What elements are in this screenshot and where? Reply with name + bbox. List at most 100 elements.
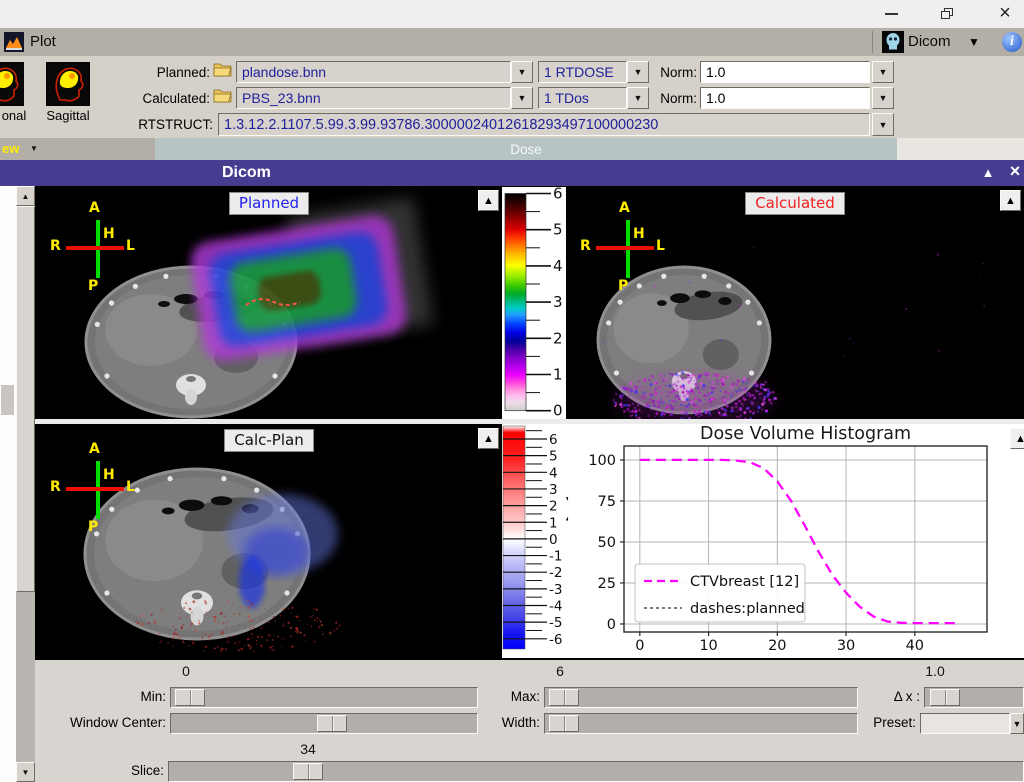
preset-dropdown[interactable]: ▼ [1010,713,1024,734]
restore-button[interactable] [932,0,962,27]
orientation-hline [596,246,654,250]
dose-tab-label: Dose [510,142,542,157]
min-label: Min: [96,689,166,704]
calculated-dose-combobox[interactable]: 1 TDos [538,87,627,109]
calculated-label: Calculated: [108,91,210,106]
planned-norm-dropdown[interactable]: ▼ [872,61,894,83]
min-value: 0 [166,663,206,679]
orientation-hline [66,246,124,250]
toolbar-separator [872,31,873,53]
svg-text:2: 2 [549,499,558,515]
max-slider-handle[interactable] [549,689,579,706]
window-center-slider-handle[interactable] [317,715,347,732]
svg-text:Dose Volume Histogram: Dose Volume Histogram [700,424,911,444]
svg-text:40: 40 [906,638,924,654]
svg-text:-6: -6 [549,632,562,648]
svg-text:0: 0 [549,532,558,548]
orientation-h: H [633,227,645,241]
vertical-scrollbar[interactable]: ▲ ▼ [16,186,35,782]
orientation-r: R [50,480,61,494]
calculated-file-dropdown[interactable]: ▼ [511,87,533,109]
preset-label: Preset: [852,715,916,730]
svg-text:50: 50 [598,535,616,551]
scrollbar-thumb[interactable] [16,206,35,592]
panel-close-icon[interactable]: × [1006,161,1024,182]
close-button[interactable]: × [990,0,1020,27]
orientation-h: H [103,468,115,482]
svg-text:Volume [%]: Volume [%] [566,496,570,583]
window-center-slider[interactable] [170,713,478,734]
dicom-panel-titlebar: Dicom ▲ × [0,160,1024,186]
orientation-a: A [619,201,630,215]
width-slider[interactable] [544,713,858,734]
calculated-collapse-button[interactable]: ▲ [1000,190,1021,211]
orientation-l: L [126,480,135,494]
background-scroll-handle[interactable] [1,385,14,415]
rtstruct-label: RTSTRUCT: [128,117,213,132]
preset-combobox[interactable] [920,713,1010,734]
min-slider[interactable] [170,687,478,708]
calculated-image-panel[interactable]: Calculated A H R L P ▲ [566,187,1024,419]
calculated-norm-label: Norm: [653,91,697,106]
planned-image-panel[interactable]: Planned A H R L P ▲ [36,187,502,419]
planned-open-folder-icon[interactable] [213,62,233,78]
background-window-strip [0,186,17,782]
plot-toolbar: Plot Dicom ▼ i [0,28,1024,56]
scroll-down-button[interactable]: ▼ [16,762,35,782]
planned-dose-dropdown[interactable]: ▼ [627,61,649,83]
dvh-collapse-button[interactable]: ▲ [1010,428,1024,449]
calculated-dose-dropdown[interactable]: ▼ [627,87,649,109]
view-menu-strip: ew ▼ [0,138,155,160]
scroll-up-button[interactable]: ▲ [16,186,35,206]
calcplan-collapse-button[interactable]: ▲ [478,428,499,449]
orientation-l: L [656,239,665,253]
max-slider[interactable] [544,687,858,708]
svg-text:100: 100 [588,453,616,469]
dx-slider[interactable] [924,687,1024,708]
planned-file-combobox[interactable]: plandose.bnn [236,61,511,83]
svg-text:-4: -4 [549,599,562,615]
dicom-dropdown-icon[interactable]: ▼ [968,35,980,49]
dicom-toolbar-title: Dicom [908,33,951,50]
dvh-chart-panel[interactable]: 0 10 20 30 40 0 25 50 75 100Dose Volume … [566,424,1024,658]
calculated-norm-dropdown[interactable]: ▼ [872,87,894,109]
calcplan-ct-image [36,424,502,658]
calcplan-image-panel[interactable]: Calc-Plan A H R L P ▲ [36,424,502,658]
svg-text:25: 25 [598,576,616,592]
svg-text:-3: -3 [549,582,562,598]
rtstruct-dropdown[interactable]: ▼ [872,113,894,136]
planned-collapse-button[interactable]: ▲ [478,190,499,211]
planned-file-dropdown[interactable]: ▼ [511,61,533,83]
view-menu[interactable]: ew [2,141,19,156]
calculated-norm-input[interactable]: 1.0 [700,87,870,109]
svg-text:0: 0 [635,638,644,654]
sagittal-view-button[interactable]: Sagittal [38,108,98,123]
rtstruct-combobox[interactable]: 1.3.12.2.1107.5.99.3.99.93786.3000002401… [218,113,870,136]
planned-norm-input[interactable]: 1.0 [700,61,870,83]
panel-collapse-icon[interactable]: ▲ [976,165,1000,180]
svg-text:CTVbreast [12]: CTVbreast [12] [690,574,799,590]
window-titlebar: × [0,0,1024,29]
orientation-a: A [89,442,100,456]
svg-text:dashes:planned: dashes:planned [690,601,805,617]
slice-slider[interactable] [168,761,1024,782]
minimize-button[interactable] [876,0,906,27]
application-window: × Plot Dicom ▼ i on [0,0,1024,782]
tab-strip-filler [897,138,1024,160]
calculated-file-combobox[interactable]: PBS_23.bnn [236,87,511,109]
calculated-open-folder-icon[interactable] [213,88,233,104]
slice-slider-handle[interactable] [293,763,323,780]
coronal-view-icon[interactable] [0,62,24,106]
planned-ct-image [36,187,502,419]
dose-tab[interactable]: Dose [155,138,897,160]
planned-dose-combobox[interactable]: 1 RTDOSE [538,61,627,83]
sagittal-view-icon[interactable] [46,62,90,106]
info-icon[interactable]: i [1002,32,1022,52]
view-menu-arrow-icon: ▼ [30,144,38,153]
svg-text:1: 1 [549,515,558,531]
svg-text:-5: -5 [549,615,562,631]
dx-slider-handle[interactable] [930,689,960,706]
coronal-view-button[interactable]: onal [0,108,36,123]
width-slider-handle[interactable] [549,715,579,732]
min-slider-handle[interactable] [175,689,205,706]
